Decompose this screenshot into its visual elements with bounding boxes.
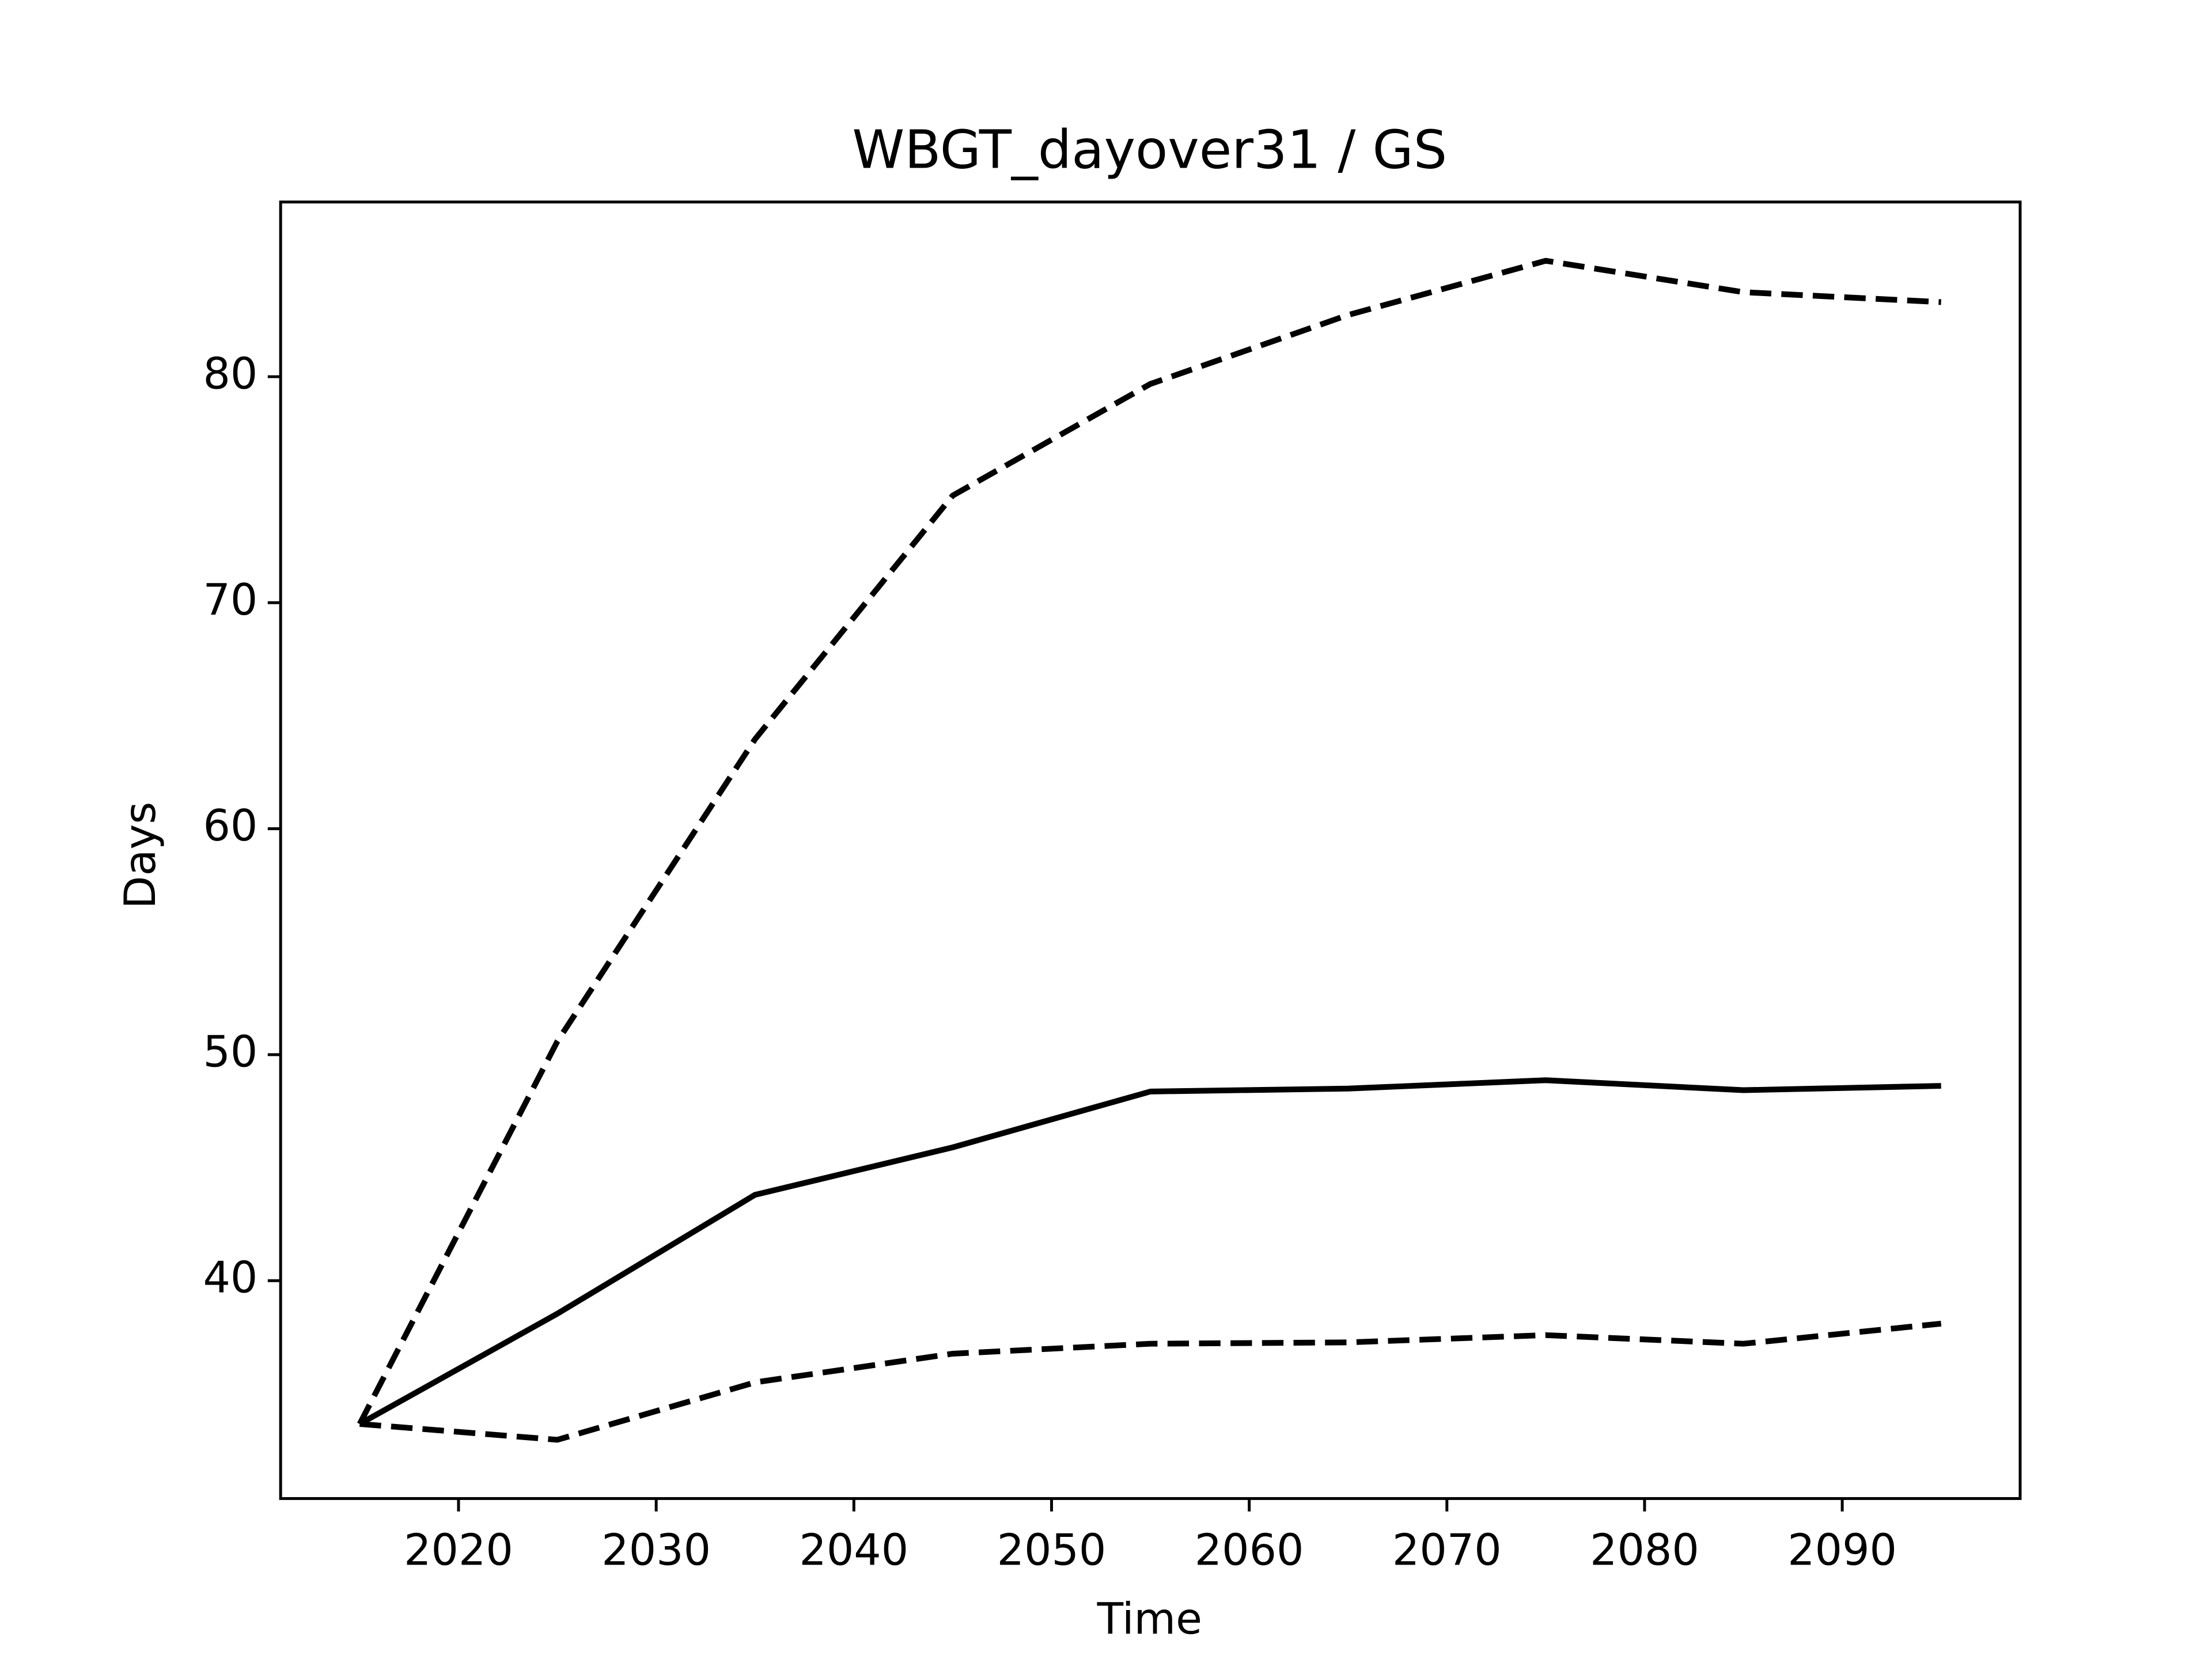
- series-line: [359, 1320, 1942, 1443]
- plot-frame: [279, 200, 2022, 1500]
- x-tick-label: 2030: [601, 1525, 711, 1575]
- y-tick-label: 50: [203, 1027, 258, 1077]
- x-tick-label: 2040: [799, 1525, 908, 1575]
- x-tick-label: 2070: [1392, 1525, 1502, 1575]
- x-tick-label: 2020: [404, 1525, 513, 1575]
- chart-title: WBGT_dayover31 / GS: [852, 119, 1447, 180]
- series-line: [357, 257, 1941, 1426]
- x-axis-label: Time: [1097, 1594, 1202, 1644]
- y-tick-label: 80: [203, 349, 258, 399]
- x-tick-label: 2050: [997, 1525, 1107, 1575]
- series-line: [358, 1077, 1941, 1427]
- y-axis-label: Days: [115, 802, 165, 909]
- x-tick-label: 2060: [1195, 1525, 1304, 1575]
- y-tick-label: 60: [203, 801, 258, 851]
- x-tick-label: 2080: [1590, 1525, 1699, 1575]
- y-tick-label: 40: [203, 1253, 258, 1303]
- x-tick-label: 2090: [1787, 1525, 1897, 1575]
- y-tick-label: 70: [203, 575, 258, 625]
